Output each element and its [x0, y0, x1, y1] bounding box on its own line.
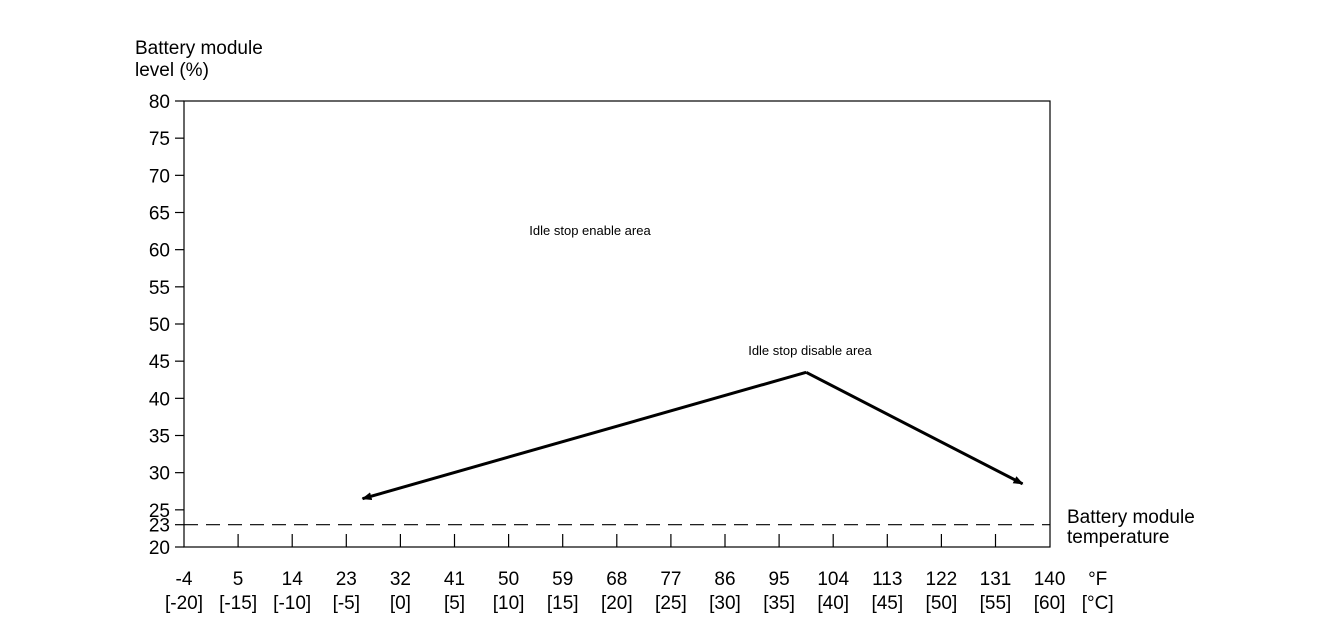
y-tick-label: 55: [149, 278, 170, 299]
x-tick-label-c: [10]: [493, 593, 525, 614]
x-tick-label-c: [-5]: [333, 593, 360, 614]
x-tick-label-f: 131: [980, 569, 1012, 590]
x-tick-label-f: 68: [606, 569, 627, 590]
x-tick-label-f: 41: [444, 569, 465, 590]
x-tick-label-f: 59: [552, 569, 573, 590]
y-axis-ticks: 20 25 30 35 40 45 50 55 60 65 70 75 80 23: [149, 92, 184, 559]
plot-frame: [183, 100, 1051, 548]
y-tick-label: 75: [149, 129, 170, 150]
x-tick-label-c: [-15]: [219, 593, 257, 614]
y-tick-label: 30: [149, 464, 170, 485]
x-tick-label-f: 32: [390, 569, 411, 590]
y-tick-label: 80: [149, 92, 170, 113]
x-unit-c: [°C]: [1082, 593, 1114, 614]
x-tick-label-c: [25]: [655, 593, 687, 614]
x-tick-label-f: 14: [282, 569, 304, 590]
arrow: [361, 370, 807, 501]
annotation-disable-area: Idle stop disable area: [748, 343, 872, 358]
arrow: [805, 370, 1024, 486]
x-tick-label-c: [20]: [601, 593, 633, 614]
y-axis-title-line1: Battery module: [135, 38, 263, 59]
y-tick-label-threshold: 23: [149, 516, 170, 537]
x-tick-label-c: [30]: [709, 593, 741, 614]
annotations-group: Idle stop enable area Idle stop disable a…: [529, 223, 872, 358]
x-tick-label-c: [-10]: [273, 593, 311, 614]
x-tick-label-c: [55]: [980, 593, 1012, 614]
y-tick-label: 35: [149, 427, 170, 448]
y-axis-title-line2: level (%): [135, 60, 209, 81]
x-axis-title-line2: temperature: [1067, 527, 1170, 548]
y-tick-label: 50: [149, 315, 170, 336]
y-tick-label: 40: [149, 389, 170, 410]
x-tick-label-c: [-20]: [165, 593, 203, 614]
x-tick-label-f: 140: [1034, 569, 1066, 590]
annotation-enable-area: Idle stop enable area: [529, 223, 651, 238]
arrows-group: [361, 370, 1024, 501]
x-tick-label-f: 5: [233, 569, 244, 590]
x-tick-label-c: [50]: [926, 593, 958, 614]
x-tick-label-c: [15]: [547, 593, 579, 614]
y-tick-label: 25: [149, 501, 170, 522]
x-tick-label-f: 95: [769, 569, 790, 590]
y-tick-label: 45: [149, 352, 170, 373]
x-tick-label-c: [35]: [763, 593, 795, 614]
y-tick-label: 20: [149, 538, 170, 559]
y-tick-label: 70: [149, 166, 170, 187]
x-tick-label-f: 122: [926, 569, 958, 590]
x-tick-label-c: [40]: [817, 593, 849, 614]
x-tick-label-f: 77: [660, 569, 681, 590]
x-axis-title-line1: Battery module: [1067, 507, 1195, 528]
x-tick-label-f: 104: [817, 569, 849, 590]
x-tick-label-c: [5]: [444, 593, 465, 614]
x-tick-label-f: -4: [176, 569, 193, 590]
x-axis-title: Battery module temperature: [1067, 508, 1195, 548]
x-tick-label-f: 50: [498, 569, 519, 590]
x-unit-f: °F: [1088, 569, 1107, 590]
x-tick-label-c: [45]: [871, 593, 903, 614]
x-axis-ticks: -4 [-20] 5 [-15] 14 [-10] 23 [-5] 32 [0] 41 [5] 50 [1…: [165, 534, 1114, 614]
x-tick-label-f: 23: [336, 569, 357, 590]
x-tick-label-f: 113: [872, 569, 902, 590]
y-tick-label: 60: [149, 241, 170, 262]
x-tick-label-c: [0]: [390, 593, 411, 614]
x-tick-label-c: [60]: [1034, 593, 1066, 614]
y-tick-label: 65: [149, 204, 170, 225]
y-axis-title: Battery module level (%): [135, 38, 263, 82]
x-tick-label-f: 86: [714, 569, 735, 590]
